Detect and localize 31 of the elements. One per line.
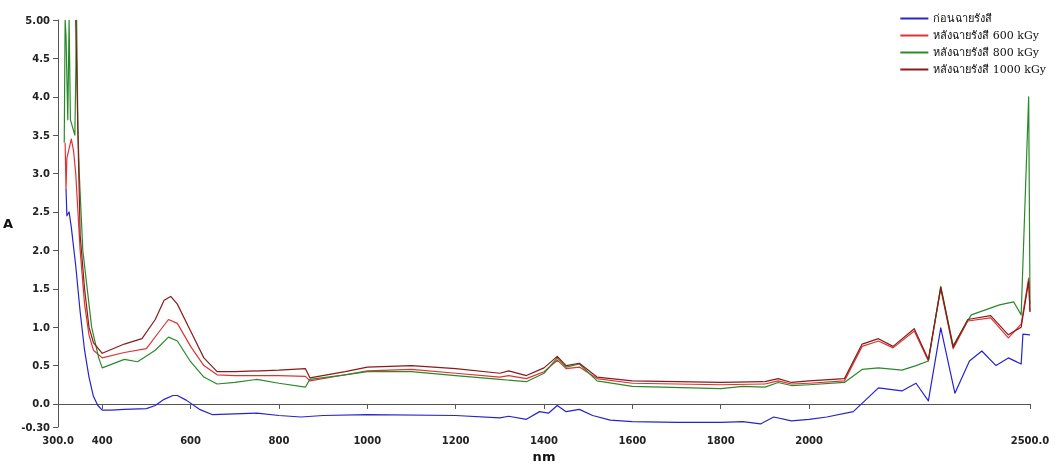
line-series xyxy=(65,188,1031,425)
y-tick-label: 0.5 xyxy=(32,360,51,372)
y-tick-label: 3.0 xyxy=(32,168,51,180)
x-tick-label: 1200 xyxy=(441,434,470,446)
legend-label: หลังฉายรังสี 800 kGy xyxy=(933,46,1040,59)
y-tick-label: 4.0 xyxy=(32,91,51,103)
y-tick-label: 4.5 xyxy=(32,52,51,64)
y-tick-label: 2.0 xyxy=(32,244,51,256)
x-tick-label: 2000 xyxy=(795,434,824,446)
x-tick-label: 1600 xyxy=(618,434,647,446)
x-tick-label: 600 xyxy=(180,434,202,446)
x-axis-title: nm xyxy=(532,448,556,464)
y-tick-label: 0.0 xyxy=(32,398,51,410)
line-series xyxy=(64,138,1031,386)
y-tick-label: -0.30 xyxy=(21,421,51,433)
x-tick-label: 300.0 xyxy=(42,434,74,446)
legend-label: ก่อนฉายรังสี xyxy=(933,12,993,25)
x-tick-label: 2500.0 xyxy=(1010,434,1050,446)
x-tick-label: 1400 xyxy=(530,434,558,446)
legend-label: หลังฉายรังสี 600 kGy xyxy=(933,29,1040,42)
x-tick-label: 400 xyxy=(91,434,113,446)
y-tick-label: 2.5 xyxy=(32,206,51,218)
x-tick-label: 800 xyxy=(268,434,290,446)
x-tick-label: 1800 xyxy=(706,434,735,446)
y-tick-label: 1.5 xyxy=(32,283,51,295)
legend-label: หลังฉายรังสี 1000 kGy xyxy=(933,63,1047,76)
y-axis-title: A xyxy=(3,216,14,231)
y-tick-label: 5.00 xyxy=(25,14,51,26)
y-tick-label: 3.5 xyxy=(32,129,51,141)
x-tick-label: 1000 xyxy=(353,434,382,446)
y-tick-label: 1.0 xyxy=(32,321,51,333)
